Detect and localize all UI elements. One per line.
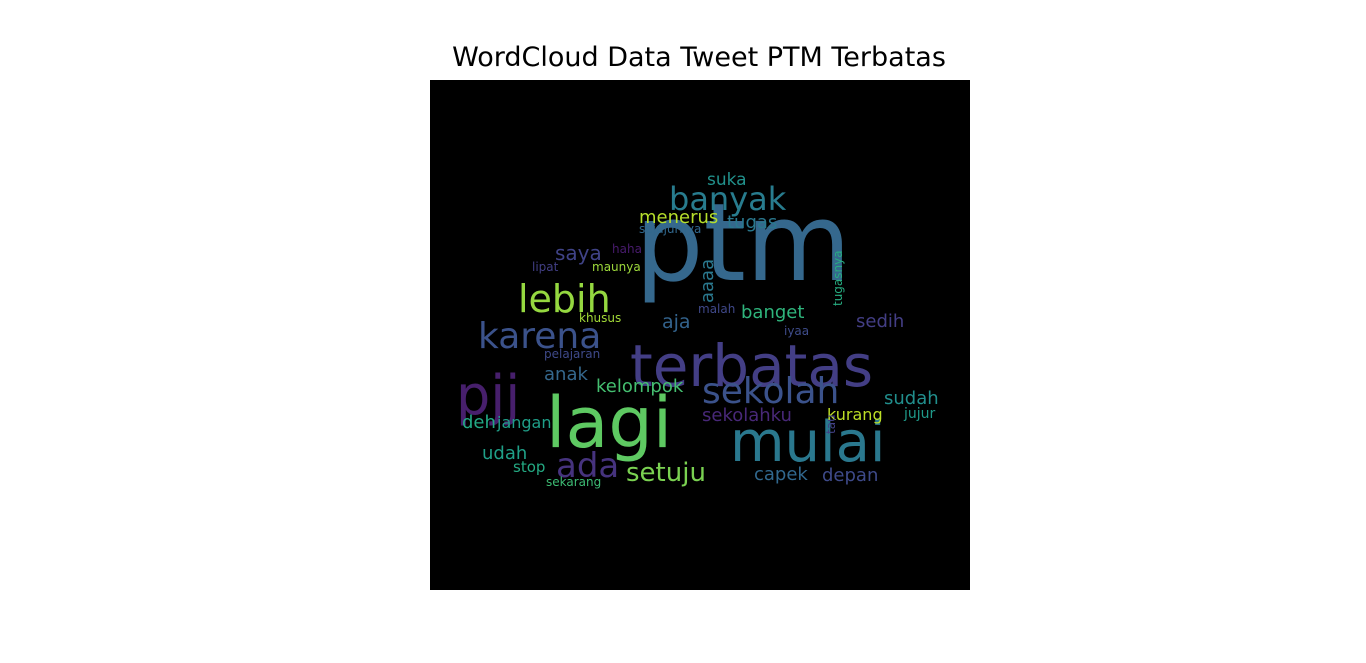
word-lebih: lebih bbox=[518, 277, 611, 321]
word-capek: capek bbox=[754, 464, 808, 485]
word-ptm: ptm bbox=[635, 181, 851, 306]
word-iyaa: iyaa bbox=[784, 324, 809, 338]
word-aja: aja bbox=[662, 311, 691, 333]
word-sudah: sudah bbox=[884, 388, 939, 409]
word-banget: banget bbox=[741, 302, 804, 323]
word-khusus: khusus bbox=[579, 311, 621, 325]
word-saya: saya bbox=[555, 241, 602, 265]
word-malah: malah bbox=[698, 302, 735, 316]
word-aaaa: aaaa bbox=[697, 259, 718, 303]
word-jujur: jujur bbox=[903, 406, 936, 422]
wordcloud-canvas: ptm terbatas lagi mulai pjj karena lebih banyak… bbox=[430, 80, 970, 590]
word-sedih: sedih bbox=[856, 311, 904, 332]
word-tugas: tugas bbox=[727, 212, 777, 233]
word-pelajaran: pelajaran bbox=[544, 347, 600, 361]
word-kelompok: kelompok bbox=[596, 376, 684, 397]
word-sekolahku: sekolahku bbox=[702, 405, 792, 426]
word-deh: deh bbox=[462, 412, 496, 433]
word-suka: suka bbox=[707, 170, 747, 190]
word-sekarang: sekarang bbox=[546, 475, 601, 489]
word-depan: depan bbox=[822, 465, 878, 486]
word-menerus: menerus bbox=[639, 207, 718, 228]
word-tau: tau bbox=[824, 414, 838, 434]
word-lagi: lagi bbox=[546, 382, 672, 464]
word-sekolah: sekolah bbox=[702, 371, 839, 412]
word-karena: karena bbox=[478, 316, 601, 357]
word-stop: stop bbox=[513, 458, 545, 476]
word-lipat: lipat bbox=[532, 260, 559, 274]
word-tugasnya: tugasnya bbox=[831, 250, 845, 306]
word-kurang: kurang bbox=[827, 405, 883, 424]
word-sejujurnya: sejujurnya bbox=[639, 222, 701, 236]
word-haha: haha bbox=[612, 242, 642, 256]
chart-title: WordCloud Data Tweet PTM Terbatas bbox=[452, 42, 946, 73]
word-terbatas: terbatas bbox=[630, 332, 873, 400]
word-anak: anak bbox=[544, 364, 588, 385]
word-jangan: jangan bbox=[496, 413, 552, 432]
word-pjj: pjj bbox=[456, 364, 520, 427]
word-banyak: banyak bbox=[669, 180, 787, 218]
word-udah: udah bbox=[482, 443, 527, 464]
word-mulai: mulai bbox=[730, 410, 885, 475]
word-ada: ada bbox=[556, 446, 619, 486]
word-maunya: maunya bbox=[592, 260, 641, 274]
word-setuju: setuju bbox=[626, 458, 706, 488]
